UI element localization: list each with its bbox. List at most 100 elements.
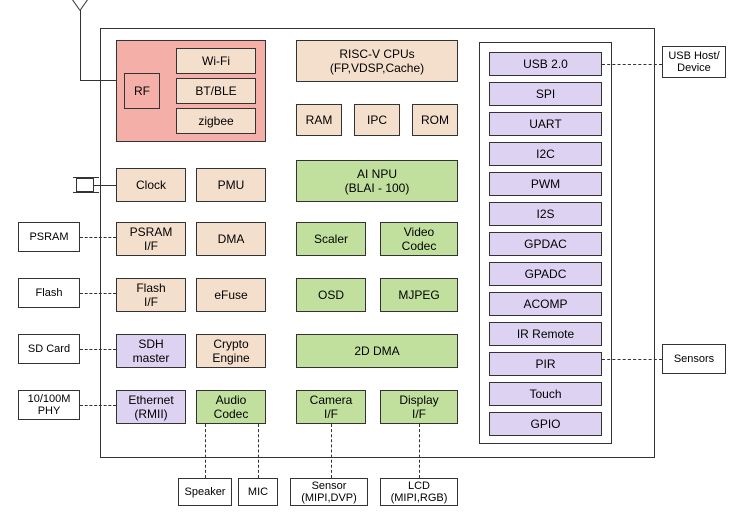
ainpu-label: AI NPU (BLAI - 100) <box>345 167 410 196</box>
ext_phy-external: 10/100M PHY <box>18 390 80 420</box>
connector-v <box>205 424 206 478</box>
scaler-block: Scaler <box>296 222 366 256</box>
eth-label: Ethernet (RMII) <box>128 393 173 422</box>
psramif-label: PSRAM I/F <box>130 225 173 254</box>
peripheral-item-label: GPDAC <box>524 237 567 251</box>
dispif-label: Display I/F <box>399 393 438 422</box>
peripheral-item-label: GPADC <box>525 267 567 281</box>
ext_sdcard-external: SD Card <box>18 334 80 364</box>
zigbee-block: zigbee <box>176 108 256 134</box>
mjpeg-label: MJPEG <box>398 288 439 302</box>
connector-v <box>331 424 332 478</box>
zigbee-label: zigbee <box>198 114 233 128</box>
peripheral-item: I2S <box>489 202 602 226</box>
clock-block: Clock <box>116 168 186 202</box>
rf_label-block: RF <box>124 73 160 109</box>
connector-h <box>602 64 662 65</box>
rom-label: ROM <box>421 113 449 127</box>
eth-block: Ethernet (RMII) <box>116 390 186 424</box>
rom-block: ROM <box>412 104 458 136</box>
efuse-block: eFuse <box>196 278 266 312</box>
dma2d-block: 2D DMA <box>296 334 458 368</box>
connector-v <box>419 424 420 478</box>
antenna-line-v <box>80 10 81 80</box>
ext_mic-label: MIC <box>248 486 268 498</box>
peripheral-item-label: IR Remote <box>517 327 574 341</box>
ext_flash-label: Flash <box>36 287 63 299</box>
btble-block: BT/BLE <box>176 78 256 104</box>
peripheral-item-label: I2C <box>536 147 555 161</box>
clock-label: Clock <box>136 178 166 192</box>
peripheral-item: UART <box>489 112 602 136</box>
wifi-label: Wi-Fi <box>202 54 230 68</box>
psramif-block: PSRAM I/F <box>116 222 186 256</box>
rf_label-label: RF <box>134 84 150 98</box>
peripheral-item: PIR <box>489 352 602 376</box>
efuse-label: eFuse <box>214 288 247 302</box>
peripheral-item: GPDAC <box>489 232 602 256</box>
camif-label: Camera I/F <box>310 393 353 422</box>
peripheral-item-label: PWM <box>531 177 560 191</box>
crystal-icon <box>76 178 94 192</box>
acodec-block: Audio Codec <box>196 390 266 424</box>
mjpeg-block: MJPEG <box>380 278 458 312</box>
ext_psram-external: PSRAM <box>18 222 80 252</box>
ext_lcd-label: LCD (MIPI,RGB) <box>391 480 448 504</box>
connector-v <box>258 424 259 478</box>
dma2d-label: 2D DMA <box>354 344 399 358</box>
connector-h <box>80 349 116 350</box>
ipc-label: IPC <box>367 113 387 127</box>
camif-block: Camera I/F <box>296 390 366 424</box>
connector-h <box>80 405 116 406</box>
vcodec-block: Video Codec <box>380 222 458 256</box>
connector-h <box>80 293 116 294</box>
scaler-label: Scaler <box>314 232 348 246</box>
peripheral-item: IR Remote <box>489 322 602 346</box>
antenna-icon <box>72 0 81 11</box>
ainpu-block: AI NPU (BLAI - 100) <box>296 160 458 202</box>
osd-block: OSD <box>296 278 366 312</box>
peripheral-item: GPADC <box>489 262 602 286</box>
flashif-label: Flash I/F <box>136 281 165 310</box>
connector-h <box>602 359 662 360</box>
peripheral-item: GPIO <box>489 412 602 436</box>
peripheral-item-label: SPI <box>536 87 555 101</box>
dma-block: DMA <box>196 222 266 256</box>
ext_sensors-label: Sensors <box>674 353 714 365</box>
antenna-icon <box>80 0 89 11</box>
ext_phy-label: 10/100M PHY <box>28 393 71 417</box>
ext_usb-external: USB Host/ Device <box>662 46 726 78</box>
riscv-block: RISC-V CPUs (FP,VDSP,Cache) <box>296 40 458 82</box>
peripheral-item: ACOMP <box>489 292 602 316</box>
osd-label: OSD <box>318 288 344 302</box>
crypto-block: Crypto Engine <box>196 334 266 368</box>
peripheral-item: USB 2.0 <box>489 52 602 76</box>
ext_speaker-label: Speaker <box>185 486 226 498</box>
crypto-label: Crypto Engine <box>212 337 249 366</box>
dispif-block: Display I/F <box>380 390 458 424</box>
ipc-block: IPC <box>354 104 400 136</box>
peripheral-item-label: UART <box>529 117 561 131</box>
ext_sensors-external: Sensors <box>662 344 726 374</box>
sdh-label: SDH master <box>133 337 170 366</box>
wifi-block: Wi-Fi <box>176 48 256 74</box>
ext_sensor-external: Sensor (MIPI,DVP) <box>290 478 368 506</box>
riscv-label: RISC-V CPUs (FP,VDSP,Cache) <box>330 47 424 76</box>
btble-label: BT/BLE <box>195 84 236 98</box>
ext_sdcard-label: SD Card <box>28 343 70 355</box>
peripheral-item-label: PIR <box>535 357 555 371</box>
connector-h <box>80 237 116 238</box>
crystal-connector <box>94 185 116 186</box>
acodec-label: Audio Codec <box>214 393 249 422</box>
ext_mic-external: MIC <box>238 478 278 506</box>
peripheral-item-label: GPIO <box>530 417 560 431</box>
peripheral-item-label: USB 2.0 <box>523 57 568 71</box>
ext_flash-external: Flash <box>18 278 80 308</box>
ext_usb-label: USB Host/ Device <box>668 50 719 74</box>
ext_psram-label: PSRAM <box>29 231 68 243</box>
peripheral-item-label: I2S <box>536 207 554 221</box>
flashif-block: Flash I/F <box>116 278 186 312</box>
peripheral-item-label: Touch <box>529 387 561 401</box>
antenna-line-h <box>80 80 116 81</box>
ext_sensor-label: Sensor (MIPI,DVP) <box>301 480 357 504</box>
